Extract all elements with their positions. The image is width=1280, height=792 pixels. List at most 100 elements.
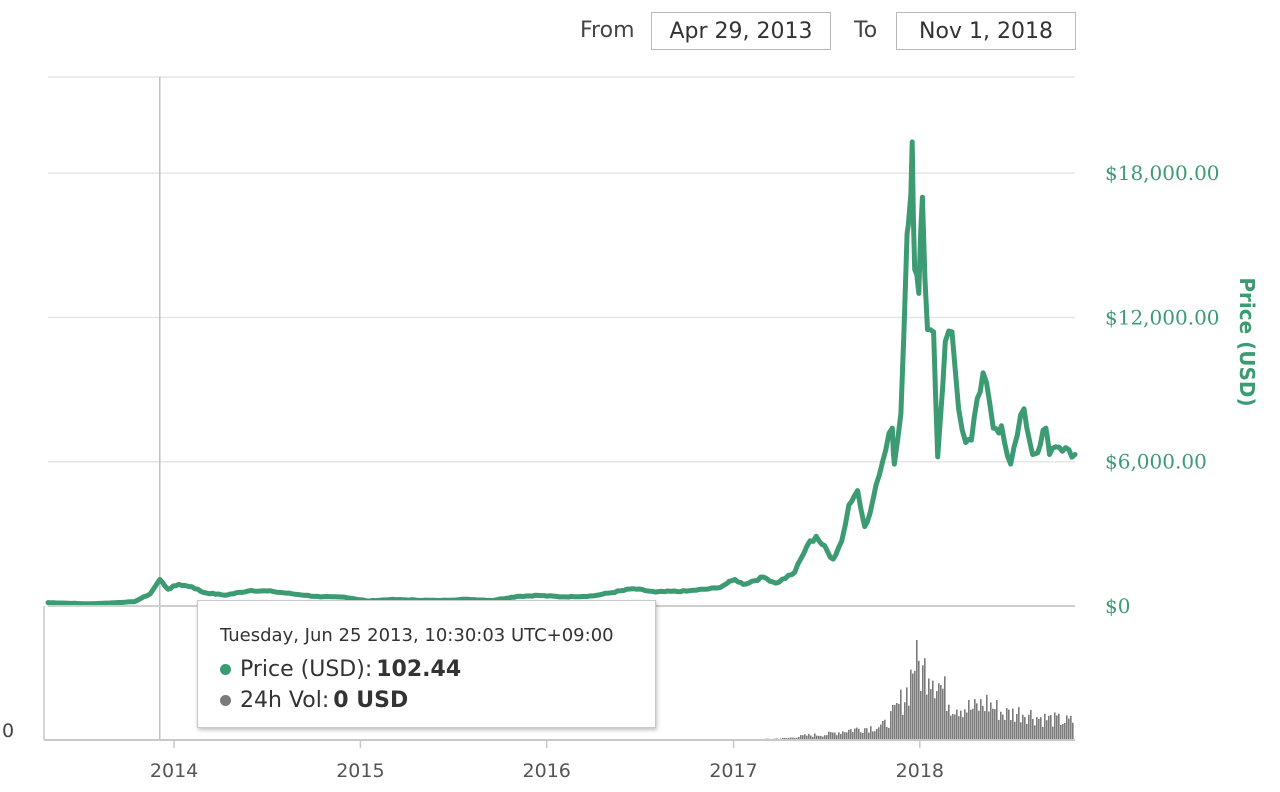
volume-bar-25 <box>814 733 816 740</box>
chart-tooltip: Tuesday, Jun 25 2013, 10:30:03 UTC+09:00… <box>197 600 656 728</box>
volume-axis-zero-label: 0 <box>2 720 14 742</box>
volume-bar-95 <box>954 714 956 740</box>
y-tick-label-3: $18,000.00 <box>1105 161 1220 185</box>
volume-bar-124 <box>1012 708 1014 740</box>
volume-bar-18 <box>800 735 802 740</box>
volume-bar-51 <box>866 728 868 740</box>
volume-bar-20 <box>804 734 806 740</box>
x-tick-label-4: 2018 <box>896 760 944 782</box>
volume-bar-91 <box>946 711 948 740</box>
tooltip-timestamp: Tuesday, Jun 25 2013, 10:30:03 UTC+09:00 <box>220 625 614 646</box>
volume-bar-104 <box>972 708 974 740</box>
volume-bar-27 <box>818 735 820 740</box>
volume-bar-123 <box>1010 720 1012 740</box>
volume-series <box>764 640 1074 740</box>
volume-bar-58 <box>880 724 882 740</box>
volume-bar-147 <box>1058 713 1060 740</box>
volume-bar-144 <box>1052 726 1054 740</box>
volume-bar-38 <box>840 733 842 740</box>
volume-bar-69 <box>902 714 904 740</box>
volume-bar-39 <box>842 731 844 740</box>
volume-bar-94 <box>952 714 954 740</box>
volume-bar-100 <box>964 709 966 740</box>
volume-bar-10 <box>784 737 786 740</box>
tooltip-volume-value: 0 USD <box>333 688 409 713</box>
volume-bar-83 <box>930 689 932 740</box>
volume-bar-28 <box>820 735 822 740</box>
volume-bar-61 <box>886 726 888 740</box>
volume-bar-93 <box>950 715 952 740</box>
volume-bar-101 <box>966 712 968 740</box>
tooltip-price-value: 102.44 <box>376 657 462 682</box>
volume-bar-96 <box>956 709 958 740</box>
volume-bar-118 <box>1000 711 1002 740</box>
volume-bar-33 <box>830 732 832 740</box>
tooltip-volume-row: 24h Vol: 0 USD <box>220 685 655 716</box>
volume-bar-121 <box>1006 708 1008 740</box>
volume-bar-65 <box>894 704 896 740</box>
x-tick-label-1: 2015 <box>336 760 384 782</box>
volume-bar-120 <box>1004 719 1006 740</box>
volume-bar-143 <box>1050 715 1052 740</box>
volume-bar-23 <box>810 735 812 740</box>
y-tick-label-1: $6,000.00 <box>1105 450 1207 474</box>
volume-bar-98 <box>960 710 962 740</box>
to-date-input[interactable]: Nov 1, 2018 <box>896 12 1076 50</box>
volume-bar-102 <box>968 699 970 740</box>
volume-bar-48 <box>860 732 862 740</box>
volume-bar-122 <box>1008 709 1010 740</box>
volume-bar-106 <box>976 703 978 740</box>
volume-bar-135 <box>1034 725 1036 740</box>
volume-bar-105 <box>974 699 976 740</box>
volume-bar-128 <box>1020 722 1022 740</box>
volume-bar-74 <box>912 673 914 740</box>
volume-bar-109 <box>982 705 984 740</box>
from-date-input[interactable]: Apr 29, 2013 <box>651 12 831 50</box>
volume-bar-70 <box>904 702 906 740</box>
volume-bar-115 <box>994 709 996 740</box>
volume-bar-72 <box>908 705 910 740</box>
volume-bar-43 <box>850 729 852 740</box>
volume-bar-57 <box>878 727 880 740</box>
volume-bar-19 <box>802 735 804 740</box>
volume-bar-127 <box>1018 707 1020 740</box>
volume-bar-149 <box>1062 724 1064 740</box>
volume-bar-108 <box>980 699 982 740</box>
volume-bar-99 <box>962 717 964 740</box>
grid-lines <box>48 76 1075 463</box>
volume-bar-45 <box>854 728 856 740</box>
volume-bar-145 <box>1054 712 1056 740</box>
volume-bar-97 <box>958 716 960 740</box>
volume-bar-67 <box>898 703 900 740</box>
volume-bar-132 <box>1028 714 1030 740</box>
y-axis-label: Price (USD) <box>1235 277 1259 406</box>
volume-bar-87 <box>938 683 940 740</box>
volume-bar-107 <box>978 710 980 740</box>
volume-bar-35 <box>834 732 836 740</box>
volume-bar-154 <box>1072 722 1074 740</box>
price-dot-icon <box>220 664 231 675</box>
volume-bar-119 <box>1002 714 1004 740</box>
volume-bar-34 <box>832 732 834 740</box>
volume-bar-82 <box>928 678 930 740</box>
volume-bar-55 <box>874 731 876 740</box>
volume-bar-42 <box>848 729 850 740</box>
volume-bar-12 <box>788 737 790 740</box>
volume-bar-86 <box>936 691 938 740</box>
volume-bar-49 <box>862 733 864 740</box>
volume-bar-52 <box>868 732 870 740</box>
volume-bar-37 <box>838 732 840 740</box>
volume-bar-75 <box>914 670 916 740</box>
volume-bar-90 <box>944 676 946 740</box>
volume-bar-103 <box>970 709 972 740</box>
volume-bar-138 <box>1040 717 1042 740</box>
volume-bar-26 <box>816 735 818 740</box>
volume-bar-30 <box>824 735 826 740</box>
volume-bar-62 <box>888 727 890 740</box>
volume-bar-150 <box>1064 723 1066 740</box>
y-tick-label-0: $0 <box>1105 594 1130 618</box>
tooltip-volume-label: 24h Vol: <box>240 688 330 713</box>
volume-bar-142 <box>1048 715 1050 740</box>
volume-bar-152 <box>1068 718 1070 740</box>
volume-bar-46 <box>856 727 858 740</box>
